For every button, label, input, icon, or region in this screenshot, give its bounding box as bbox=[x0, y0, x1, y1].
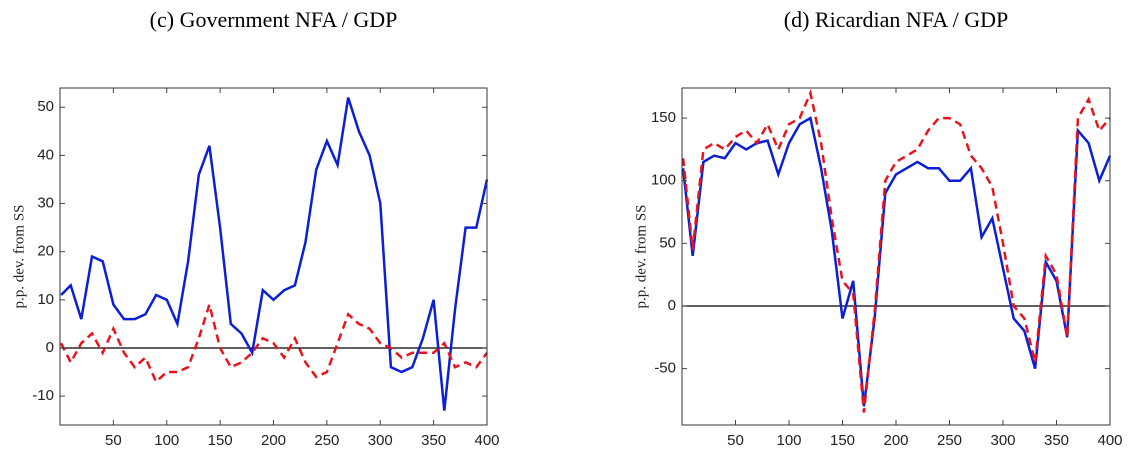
chart-title: (d) Ricardian NFA / GDP bbox=[784, 7, 1008, 32]
data-line bbox=[60, 97, 489, 411]
y-axis-label: p.p. dev. from SS bbox=[633, 204, 649, 308]
y-tick-label: 50 bbox=[37, 98, 54, 115]
x-tick-label: 150 bbox=[208, 432, 233, 449]
y-tick-label: 40 bbox=[37, 146, 54, 163]
x-tick-label: 150 bbox=[830, 432, 855, 449]
y-tick-label: 100 bbox=[651, 172, 676, 189]
x-tick-label: 50 bbox=[105, 432, 122, 449]
plot-frame bbox=[681, 87, 1111, 426]
x-tick-label: 50 bbox=[727, 432, 744, 449]
chart: (d) Ricardian NFA / GDP p.p. dev. from SS… bbox=[633, 7, 1122, 449]
x-tick-label: 100 bbox=[776, 432, 801, 449]
y-tick-label: 50 bbox=[659, 234, 676, 251]
y-tick-label: 10 bbox=[37, 291, 54, 308]
data-line bbox=[681, 116, 1112, 407]
x-tick-label: 350 bbox=[1044, 432, 1069, 449]
chart: (c) Government NFA / GDP p.p. dev. from S… bbox=[11, 7, 499, 449]
y-tick-label: -10 bbox=[32, 387, 54, 404]
y-axis-label: p.p. dev. from SS bbox=[11, 204, 27, 308]
x-tick-label: 400 bbox=[474, 432, 499, 449]
data-line bbox=[59, 299, 489, 384]
x-tick-label: 350 bbox=[421, 432, 446, 449]
x-tick-label: 200 bbox=[261, 432, 286, 449]
plot-frame bbox=[59, 87, 488, 426]
y-tick-label: 0 bbox=[46, 339, 54, 356]
x-tick-label: 400 bbox=[1097, 432, 1122, 449]
y-tick-label: 20 bbox=[37, 243, 54, 260]
y-tick-label: -50 bbox=[654, 360, 676, 377]
y-tick-label: 0 bbox=[668, 297, 676, 314]
x-tick-label: 100 bbox=[154, 432, 179, 449]
x-tick-label: 300 bbox=[368, 432, 393, 449]
x-tick-label: 250 bbox=[937, 432, 962, 449]
data-line bbox=[681, 88, 1111, 413]
y-tick-label: 150 bbox=[651, 109, 676, 126]
y-tick-label: 30 bbox=[37, 195, 54, 212]
chart-title: (c) Government NFA / GDP bbox=[150, 7, 398, 32]
x-tick-label: 300 bbox=[990, 432, 1015, 449]
x-tick-label: 250 bbox=[314, 432, 339, 449]
x-tick-label: 200 bbox=[883, 432, 908, 449]
